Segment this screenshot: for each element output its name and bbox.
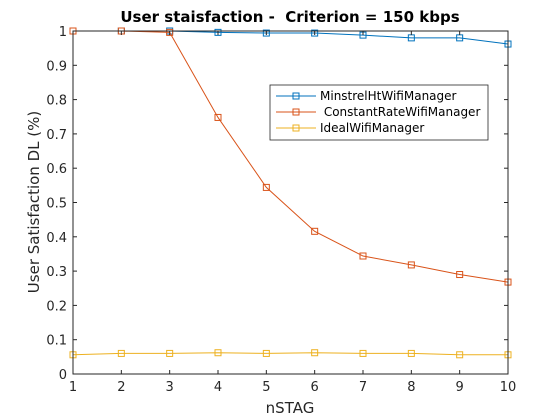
y-tick-label: 0.2 bbox=[46, 299, 67, 314]
data-point-ideal bbox=[407, 349, 415, 357]
y-tick-label: 0.6 bbox=[46, 162, 67, 177]
data-point-minstrel bbox=[311, 29, 319, 37]
x-tick-label: 8 bbox=[407, 380, 415, 395]
ticks-layer: 1 2 3 4 5 6 7 8 9 10 0 0.1 0.2 0.3 0.4 0.5 0.6 0.7 0.8 0.9 1 bbox=[46, 25, 516, 395]
data-point-constantrate bbox=[262, 183, 270, 191]
chart-title: User staisfaction - Criterion = 150 kbps bbox=[120, 8, 459, 26]
x-tick-label: 5 bbox=[262, 380, 270, 395]
x-tick-label: 10 bbox=[500, 380, 517, 395]
x-tick-label: 3 bbox=[166, 380, 174, 395]
data-point-ideal bbox=[166, 349, 174, 357]
y-tick-label: 0.3 bbox=[46, 265, 67, 280]
legend-marker-minstrel bbox=[292, 92, 300, 100]
y-tick-label: 0.1 bbox=[46, 334, 67, 349]
data-point-ideal bbox=[359, 349, 367, 357]
data-point-constantrate bbox=[407, 261, 415, 269]
y-axis-title: User Satisfaction DL (%) bbox=[25, 111, 43, 293]
data-point-ideal bbox=[214, 349, 222, 357]
y-tick-label: 0.8 bbox=[46, 94, 67, 109]
y-tick-label: 0.4 bbox=[46, 231, 67, 246]
data-point-constantrate bbox=[214, 113, 222, 121]
y-tick-label: 0 bbox=[59, 368, 67, 383]
y-tick-label: 0.5 bbox=[46, 197, 67, 212]
legend: MinstrelHtWifiManager ConstantRateWifiMa… bbox=[269, 84, 489, 141]
x-tick-label: 1 bbox=[69, 380, 77, 395]
data-point-minstrel bbox=[262, 29, 270, 37]
legend-label-minstrel: MinstrelHtWifiManager bbox=[320, 89, 457, 103]
data-point-constantrate bbox=[166, 28, 174, 36]
y-tick-label: 0.7 bbox=[46, 128, 67, 143]
legend-label-ideal: IdealWifiManager bbox=[320, 121, 424, 135]
x-tick-label: 6 bbox=[311, 380, 319, 395]
legend-marker-ideal bbox=[292, 124, 300, 132]
data-point-minstrel bbox=[214, 28, 222, 36]
data-point-ideal bbox=[456, 351, 464, 359]
x-tick-label: 2 bbox=[117, 380, 125, 395]
legend-label-constantrate: ConstantRateWifiManager bbox=[320, 105, 480, 119]
data-point-constantrate bbox=[311, 227, 319, 235]
plot-area bbox=[73, 31, 508, 374]
series-line-constantrate bbox=[73, 30, 509, 283]
data-point-constantrate bbox=[456, 271, 464, 279]
legend-marker-constantrate bbox=[292, 108, 300, 116]
x-tick-label: 4 bbox=[214, 380, 222, 395]
x-axis-title: nSTAG bbox=[266, 399, 315, 417]
data-point-ideal bbox=[311, 349, 319, 357]
series-line-ideal bbox=[72, 352, 508, 356]
data-point-ideal bbox=[262, 349, 270, 357]
y-tick-label: 0.9 bbox=[46, 59, 67, 74]
x-tick-label: 9 bbox=[456, 380, 464, 395]
y-tick-label: 1 bbox=[59, 25, 67, 40]
x-tick-label: 7 bbox=[359, 380, 367, 395]
data-point-constantrate bbox=[359, 252, 367, 260]
data-point-ideal bbox=[117, 349, 125, 357]
